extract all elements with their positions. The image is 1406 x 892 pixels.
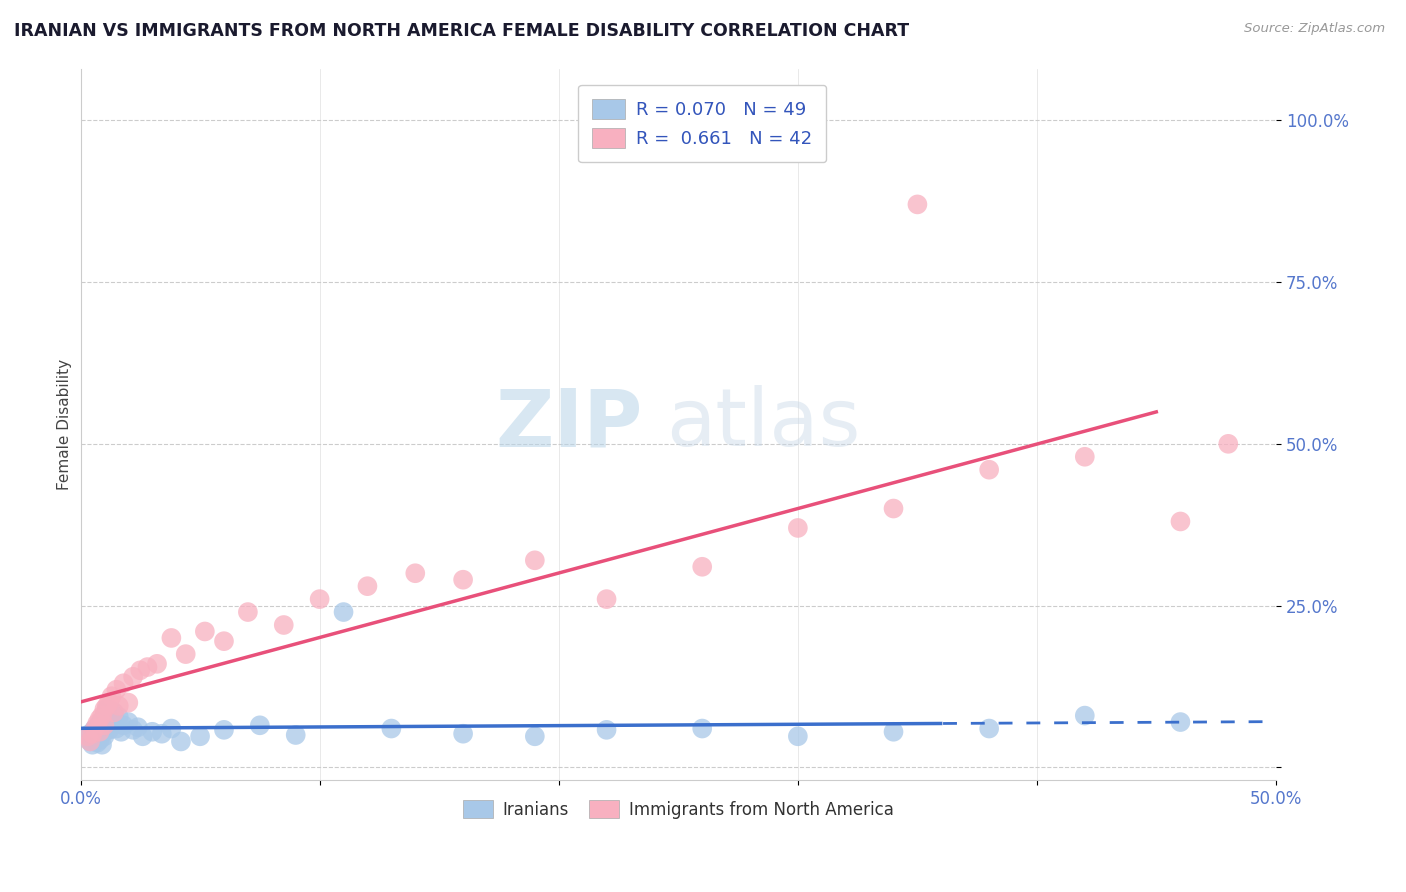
Point [236,605,259,619]
Point [86,727,108,741]
Point [523,553,546,567]
Text: Source: ZipAtlas.com: Source: ZipAtlas.com [1244,22,1385,36]
Point [194,624,217,639]
Point [356,579,378,593]
Point [136,660,159,674]
Text: ZIP: ZIP [495,385,643,464]
Point [82,727,104,741]
Point [690,722,713,736]
Point [93,708,115,723]
Point [1074,450,1097,464]
Point [129,663,152,677]
Point [1218,437,1240,451]
Point [284,728,307,742]
Point [79,734,101,748]
Point [1074,708,1097,723]
Point [89,716,111,731]
Point [89,712,111,726]
Point [249,718,271,732]
Point [93,702,115,716]
Point [188,729,211,743]
Point [96,720,118,734]
Point [93,718,115,732]
Text: atlas: atlas [666,385,860,464]
Point [160,631,183,645]
Point [150,727,173,741]
Point [100,718,122,732]
Point [89,724,111,739]
Point [86,716,108,731]
Point [127,720,149,734]
Point [979,463,1001,477]
Point [107,698,129,713]
Point [98,712,121,726]
Point [170,734,193,748]
Point [404,566,426,581]
Point [83,722,105,736]
Point [380,722,402,736]
Point [105,682,128,697]
Point [112,718,135,732]
Point [98,696,121,710]
Point [212,723,235,737]
Point [103,706,125,720]
Point [103,706,125,720]
Point [107,710,129,724]
Point [595,723,617,737]
Point [79,734,101,748]
Point [91,714,114,728]
Point [786,729,808,743]
Point [96,698,118,713]
Point [117,696,139,710]
Point [83,731,105,746]
Point [93,724,115,739]
Point [76,728,98,742]
Point [882,501,904,516]
Point [1170,714,1192,729]
Point [112,676,135,690]
Point [523,729,546,743]
Point [690,559,713,574]
Point [98,723,121,737]
Point [122,723,145,737]
Point [91,738,114,752]
Point [907,197,929,211]
Legend: Iranians, Immigrants from North America: Iranians, Immigrants from North America [456,793,901,825]
Point [105,722,128,736]
Point [93,729,115,743]
Point [146,657,169,671]
Point [308,592,330,607]
Point [786,521,808,535]
Point [332,605,354,619]
Point [273,618,295,632]
Point [1170,515,1192,529]
Point [141,724,163,739]
Point [82,724,104,739]
Point [595,592,617,607]
Point [83,722,105,736]
Point [451,727,474,741]
Point [86,736,108,750]
Point [117,714,139,729]
Point [100,714,122,729]
Point [96,702,118,716]
Point [122,670,145,684]
Point [160,722,183,736]
Point [882,724,904,739]
Point [174,647,197,661]
Point [979,722,1001,736]
Point [100,689,122,703]
Point [131,729,153,743]
Point [110,724,132,739]
Point [91,708,114,723]
Point [82,738,104,752]
Point [451,573,474,587]
Point [76,729,98,743]
Point [212,634,235,648]
Y-axis label: Female Disability: Female Disability [58,359,72,490]
Text: IRANIAN VS IMMIGRANTS FROM NORTH AMERICA FEMALE DISABILITY CORRELATION CHART: IRANIAN VS IMMIGRANTS FROM NORTH AMERICA… [14,22,910,40]
Point [89,733,111,747]
